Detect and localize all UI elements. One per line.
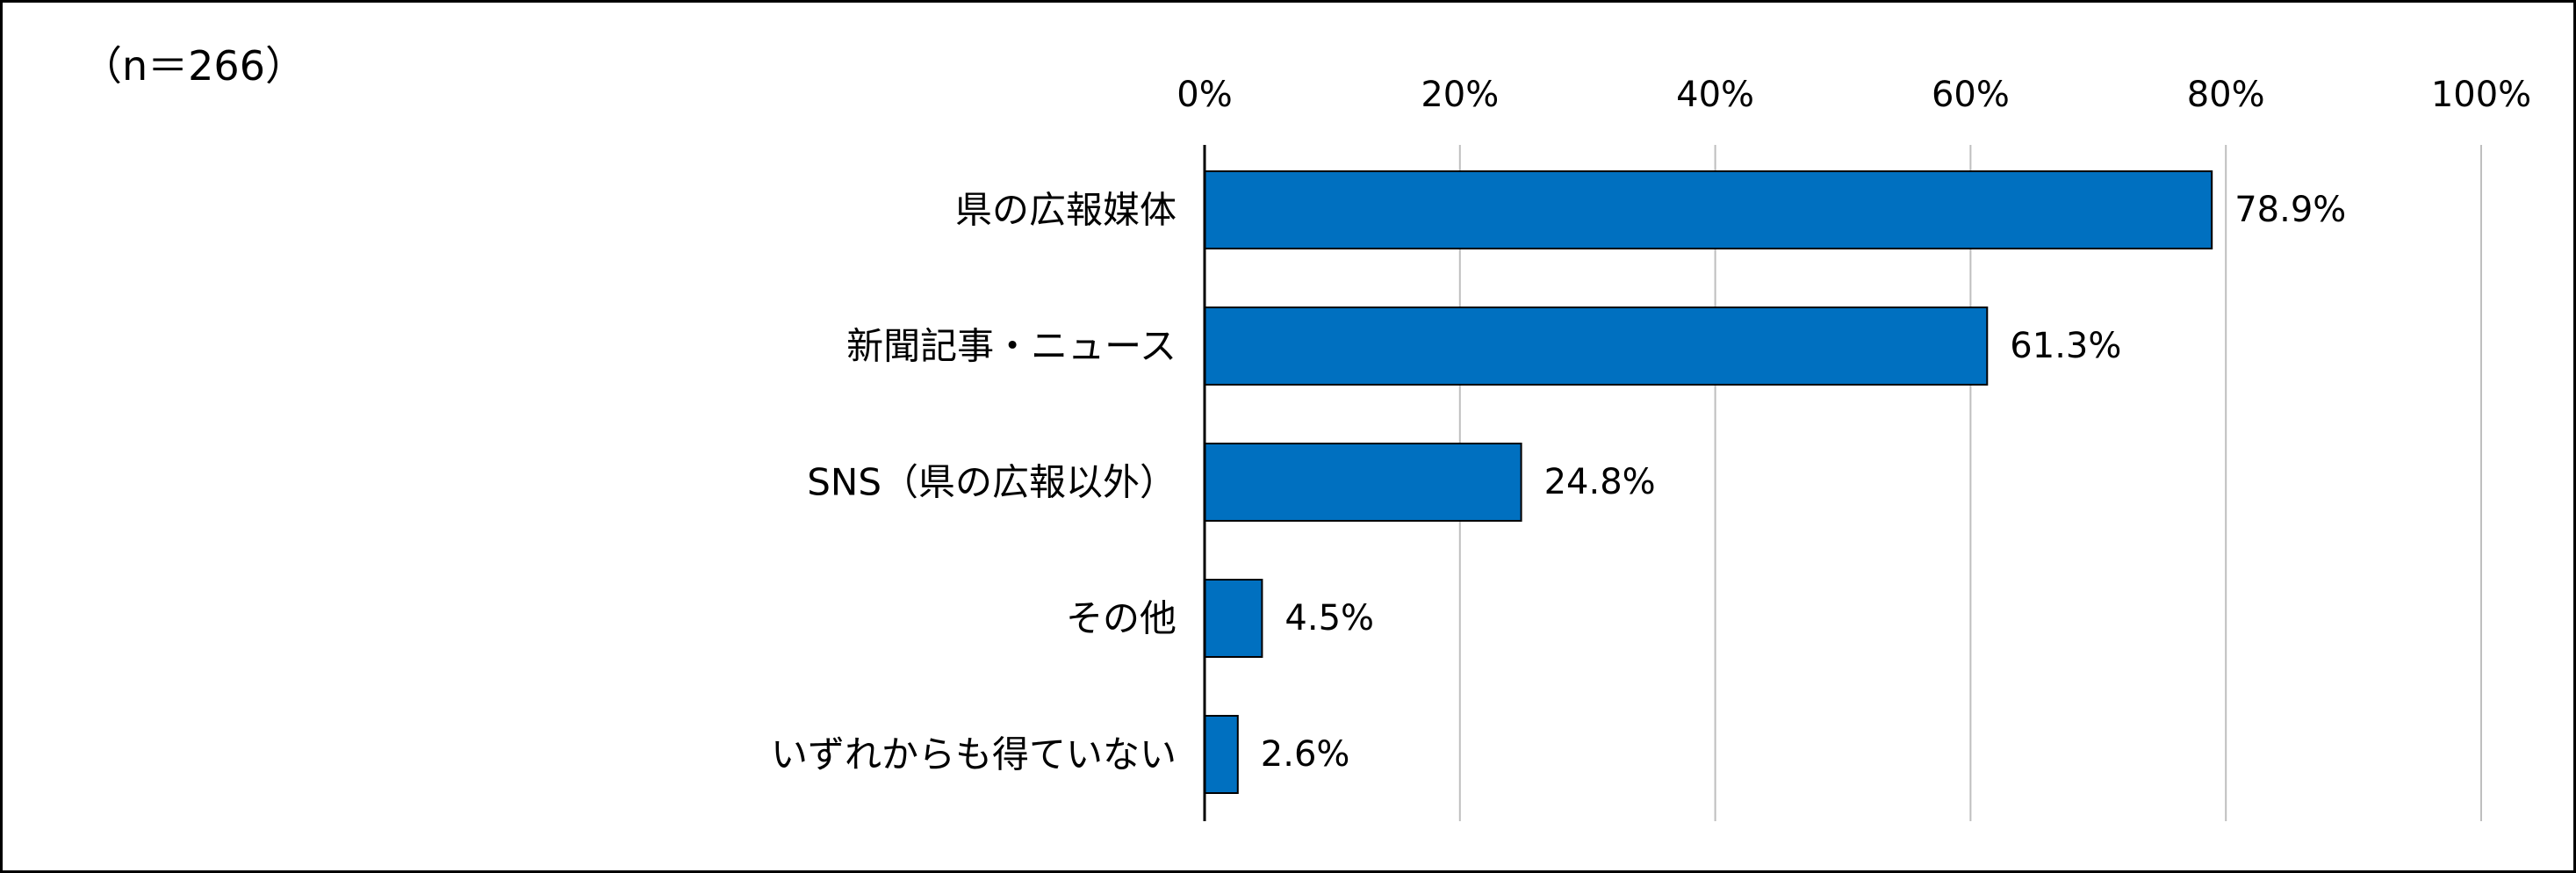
category-label: SNS（県の広報以外） <box>807 461 1176 504</box>
x-tick-label: 20% <box>1421 75 1499 115</box>
bar <box>1204 307 1989 386</box>
x-tick-label: 60% <box>1932 75 2010 115</box>
x-tick-label: 0% <box>1176 75 1232 115</box>
x-tick-label: 40% <box>1676 75 1754 115</box>
bar <box>1204 715 1239 794</box>
labels: 0% 20% 40% 60% 80% 100% 県の広報媒体 78.9% 新聞記事・ニュース 61… <box>771 75 2531 776</box>
x-tick-label: 80% <box>2187 75 2265 115</box>
x-tick-label: 100% <box>2431 75 2531 115</box>
bar <box>1204 170 2213 249</box>
category-label: いずれからも得ていない <box>771 733 1176 776</box>
category-label: その他 <box>1066 597 1176 640</box>
grid-lines <box>1458 145 2482 821</box>
data-label: 61.3% <box>2010 326 2121 366</box>
data-label: 24.8% <box>1544 462 1656 502</box>
data-label: 4.5% <box>1284 598 1374 639</box>
bar <box>1204 443 1522 522</box>
data-label: 2.6% <box>1261 734 1350 775</box>
sample-size-note: （n＝266） <box>82 42 306 90</box>
bars <box>1204 170 2213 794</box>
category-label: 県の広報媒体 <box>955 189 1176 232</box>
data-label: 78.9% <box>2234 190 2346 230</box>
bar-chart: 0% 20% 40% 60% 80% 100% 県の広報媒体 78.9% 新聞記事・ニュース 61… <box>771 75 2531 821</box>
category-label: 新聞記事・ニュース <box>846 325 1176 368</box>
bar <box>1204 579 1263 658</box>
